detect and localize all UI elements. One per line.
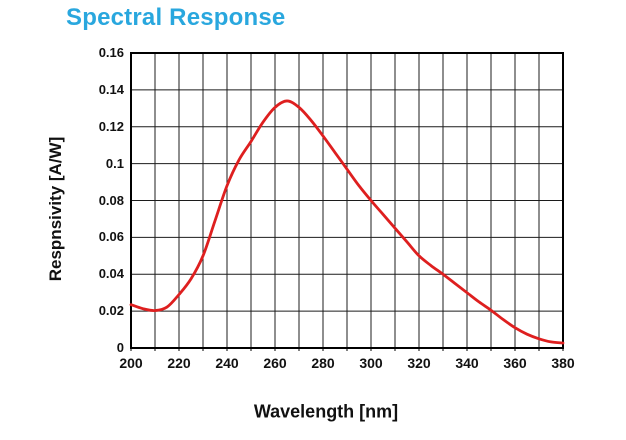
x-tick-label: 260: [263, 355, 287, 371]
y-tick-label: 0: [116, 340, 124, 355]
x-tick-label: 220: [167, 355, 191, 371]
y-tick-label: 0.08: [98, 192, 124, 208]
y-tick-label: 0.1: [105, 155, 124, 171]
x-tick-label: 380: [551, 355, 575, 371]
y-tick-label: 0.16: [98, 45, 124, 60]
chart-title: Spectral Response: [66, 4, 286, 31]
x-axis-title: Wavelength [nm]: [253, 401, 399, 422]
y-tick-label: 0.02: [98, 303, 124, 319]
x-tick-label: 360: [503, 355, 527, 371]
plot-border: [130, 52, 564, 349]
x-tick-label: 320: [407, 355, 431, 371]
y-tick-label: 0.06: [98, 229, 124, 245]
x-tick-label: 280: [311, 355, 335, 371]
y-tick-label: 0.14: [98, 81, 124, 97]
x-tick-label: 340: [455, 355, 479, 371]
y-tick-label: 0.04: [98, 266, 124, 282]
response-curve: [129, 99, 565, 345]
y-tick-label: 0.12: [98, 118, 124, 134]
x-tick-label: 240: [215, 355, 239, 371]
x-tick-label: 200: [119, 355, 143, 371]
x-tick-label: 300: [359, 355, 383, 371]
